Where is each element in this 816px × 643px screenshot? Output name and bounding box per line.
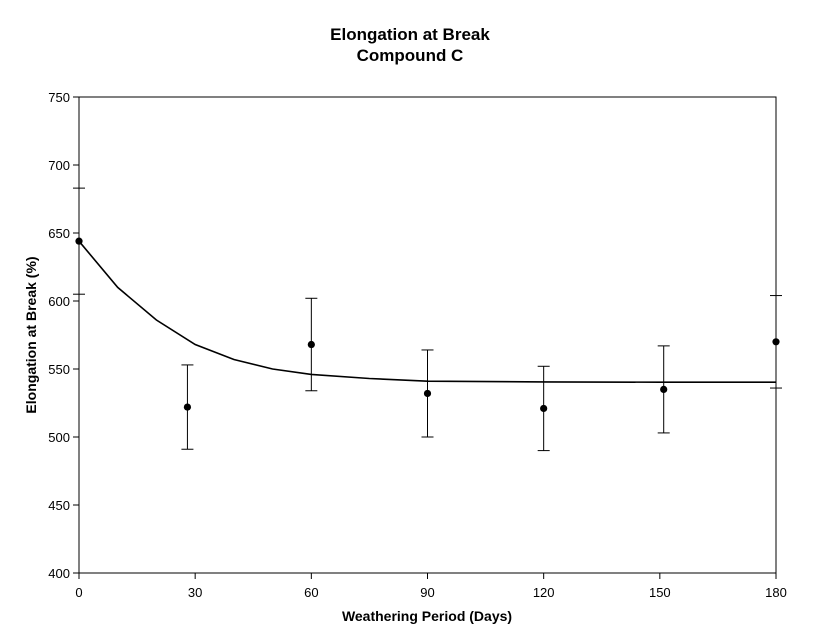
y-tick-label: 550 [48,362,70,377]
x-tick-label: 0 [75,585,82,600]
data-point [660,385,668,393]
data-point [75,237,83,245]
data-point [307,340,315,349]
trendline [78,240,776,383]
x-tick-label: 30 [188,585,202,600]
x-tick-label: 150 [649,585,671,600]
y-axis-label: Elongation at Break (%) [23,256,39,413]
plot-area-frame [78,96,777,574]
data-point [772,338,780,346]
y-tick-label: 500 [48,430,70,445]
y-tick-label: 600 [48,294,70,309]
x-tick-label: 90 [420,585,434,600]
data-series [73,187,782,452]
x-tick-label: 60 [304,585,318,600]
y-axis: 400 450 500 550 600 650 700 750 [48,90,79,581]
chart-title: Elongation at Break [330,25,490,44]
data-point [423,389,432,398]
y-tick-label: 750 [48,90,70,105]
x-axis-label: Weathering Period (Days) [342,608,512,624]
data-point [183,403,192,411]
chart-subtitle: Compound C [357,46,464,65]
x-tick-label: 180 [765,585,787,600]
x-axis: 0 30 60 90 120 150 180 [75,573,787,600]
data-point [540,404,548,413]
y-tick-label: 650 [48,226,70,241]
x-tick-label: 120 [533,585,555,600]
y-tick-label: 450 [48,498,70,513]
y-tick-label: 400 [48,566,70,581]
y-tick-label: 700 [48,158,70,173]
